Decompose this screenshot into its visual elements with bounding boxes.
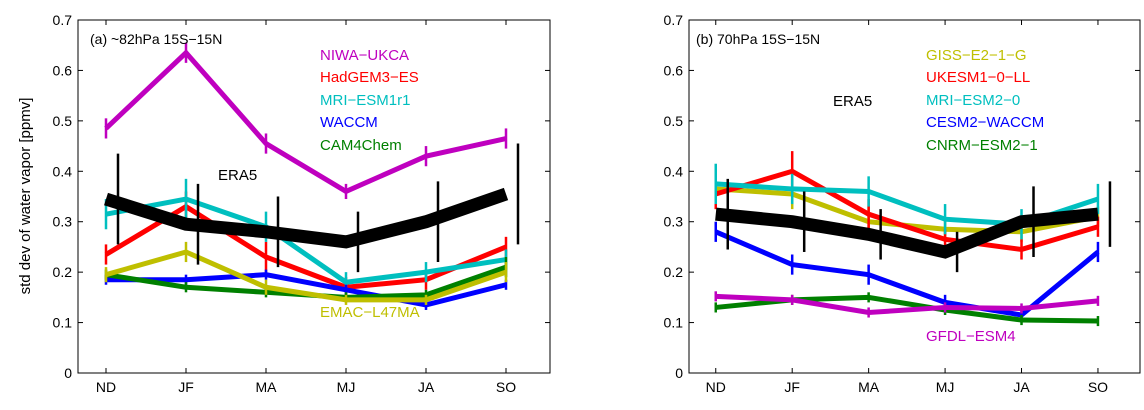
y-tick-label: 0.2 [53,264,73,280]
chart-panel-b: 0 0.1 0.2 0.3 0.4 0.5 0.6 0.7 ND JF MA MJ JA SO (b) 70… [664,12,1141,395]
legend-entry: MRI−ESM1r1 [320,92,410,109]
y-tick-label: 0.1 [664,315,684,331]
x-tick-label: JF [784,379,800,395]
x-tick-label: ND [96,379,116,395]
series-line [105,196,507,285]
y-tick-label: 0.7 [664,12,684,28]
plot-frame [77,19,551,374]
legend-entry: NIWA−UKCA [320,47,409,64]
y-tick-label: 0.5 [53,113,73,129]
panel-label: (a) ~82hPa 15S−15N [90,31,222,47]
annotation-label: EMAC−L47MA [320,304,420,321]
series-era5 [715,178,1112,273]
legend-entry: HadGEM3−ES [320,69,419,86]
x-tick-label: MJ [337,379,356,395]
y-tick-label: 0.4 [664,163,684,179]
chart-panel-a: 0 0.1 0.2 0.3 0.4 0.5 0.6 0.7 ND JF MA MJ JA SO (a) ~8… [53,12,551,395]
y-tick-label: 0.4 [53,163,73,179]
series-line [104,187,509,249]
y-tick-label: 0.1 [53,315,73,331]
annotation-label: ERA5 [218,167,257,184]
series-line [714,229,1100,318]
legend-entry: MRI−ESM2−0 [926,92,1020,109]
series-line [104,49,507,195]
legend-entry: GISS−E2−1−G [926,47,1026,64]
y-tick-label: 0.7 [53,12,73,28]
panel-label: (b) 70hPa 15S−15N [696,31,820,47]
y-tick-label: 0.5 [664,113,684,129]
x-tick-label: SO [1088,379,1108,395]
legend-entry: WACCM [320,114,378,131]
y-tick-label: 0.2 [664,264,684,280]
series-line [106,272,507,308]
annotation-label: ERA5 [833,93,872,110]
y-tick-label: 0 [64,365,72,381]
x-tick-label: JF [178,379,194,395]
annotation-label: GFDL−ESM4 [926,328,1016,345]
y-tick-label: 0.6 [664,62,684,78]
series-gfdl-esm4 [714,291,1100,318]
series-era5 [104,143,520,273]
x-tick-label: ND [706,379,726,395]
y-tick-label: 0 [675,365,683,381]
series-emac-l47ma [104,241,508,305]
series-line [715,293,1099,315]
y-tick-label: 0.3 [664,214,684,230]
x-tick-label: MJ [936,379,955,395]
legend-entry: CAM4Chem [320,137,402,154]
legend-entry: CESM2−WACCM [926,114,1044,131]
plot-frame [688,19,1141,374]
series-line [105,249,507,303]
legend-entry: CNRM−ESM2−1 [926,137,1038,154]
x-tick-label: JA [1013,379,1030,395]
series-niwa-ukca [104,42,508,200]
y-tick-label: 0.3 [53,214,73,230]
x-tick-label: MA [858,379,880,395]
x-tick-label: JA [418,379,435,395]
legend-entry: UKESM1−0−LL [926,69,1030,86]
x-tick-label: SO [496,379,516,395]
x-tick-label: MA [256,379,278,395]
y-axis-label: std dev of water vapor [ppmv] [17,98,34,295]
y-tick-label: 0.6 [53,62,73,78]
